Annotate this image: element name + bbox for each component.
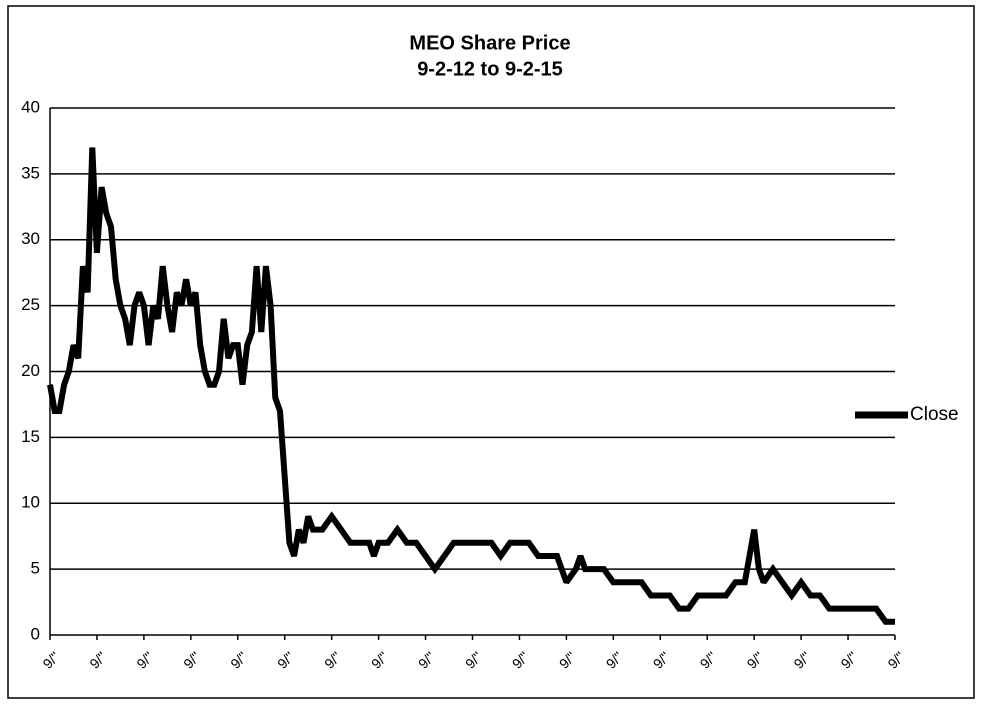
x-tick-label: 9/'' [884, 648, 907, 671]
x-tick-label: 9/'' [227, 648, 250, 671]
y-tick-label: 30 [21, 229, 40, 248]
chart-frame [7, 5, 975, 699]
x-tick-label: 9/'' [274, 648, 297, 671]
x-tick-label: 9/'' [697, 648, 720, 671]
y-tick-label: 0 [31, 624, 40, 643]
x-tick-label: 9/'' [603, 648, 626, 671]
x-tick-label: 9/'' [39, 648, 62, 671]
y-tick-label: 20 [21, 361, 40, 380]
x-tick-label: 9/'' [321, 648, 344, 671]
x-tick-label: 9/'' [556, 648, 579, 671]
x-tick-label: 9/'' [744, 648, 767, 671]
x-tick-label: 9/'' [180, 648, 203, 671]
x-tick-label: 9/'' [509, 648, 532, 671]
y-tick-label: 35 [21, 163, 40, 182]
y-tick-label: 25 [21, 295, 40, 314]
chart-title: MEO Share Price [409, 32, 570, 54]
x-tick-label: 9/'' [650, 648, 673, 671]
x-tick-label: 9/'' [368, 648, 391, 671]
x-tick-label: 9/'' [133, 648, 156, 671]
x-tick-label: 9/'' [86, 648, 109, 671]
y-tick-label: 10 [21, 493, 40, 512]
y-tick-label: 15 [21, 427, 40, 446]
chart-subtitle: 9-2-12 to 9-2-15 [417, 58, 563, 80]
x-tick-label: 9/'' [837, 648, 860, 671]
price-line [47, 147, 895, 625]
y-tick-label: 40 [21, 97, 40, 116]
y-tick-label: 5 [31, 559, 40, 578]
x-tick-label: 9/'' [415, 648, 438, 671]
x-tick-label: 9/'' [790, 648, 813, 671]
x-tick-label: 9/'' [462, 648, 485, 671]
legend-label: Close [910, 404, 959, 425]
